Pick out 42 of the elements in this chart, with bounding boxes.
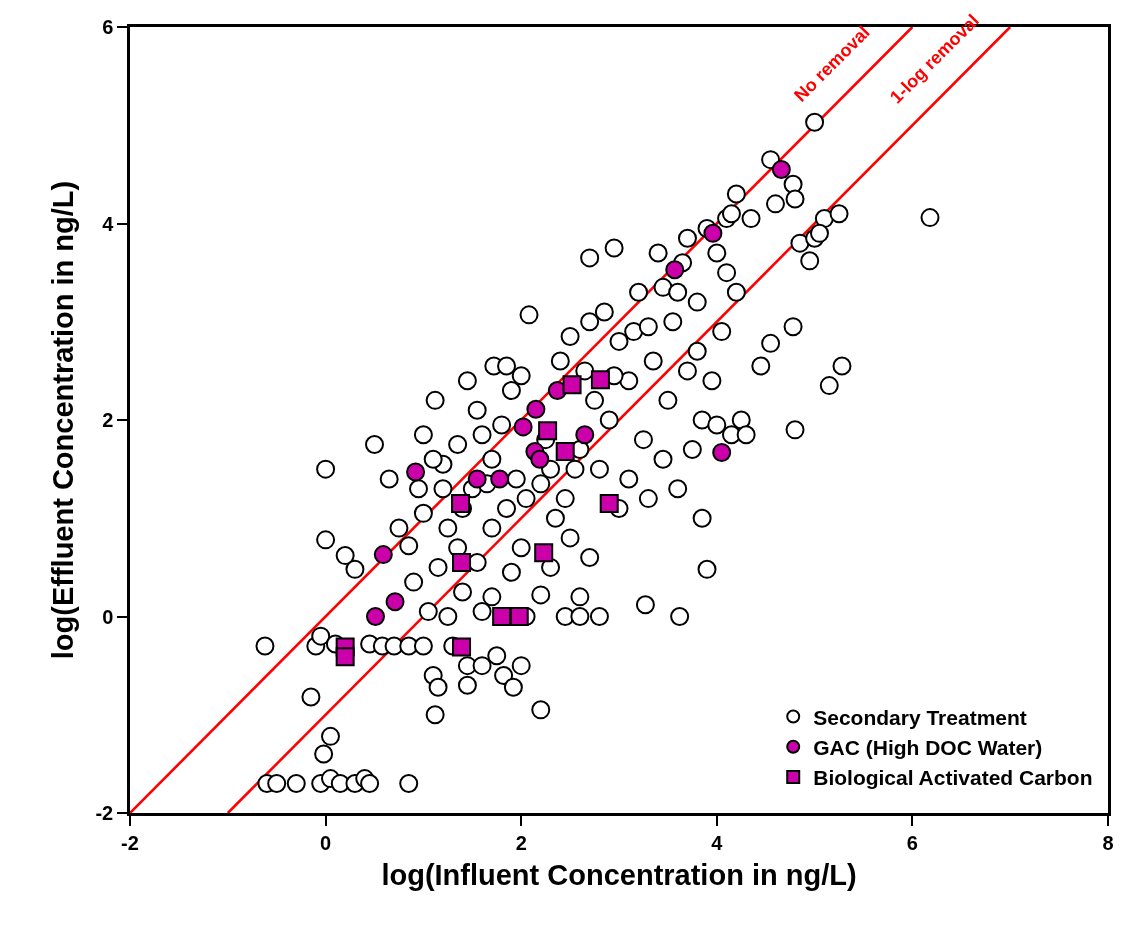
y-tick-label: 2 — [102, 409, 114, 431]
point — [452, 637, 472, 657]
point — [492, 607, 512, 626]
legend-label: Secondary Treatment — [813, 705, 1027, 729]
point — [406, 462, 426, 482]
legend-label: GAC (High DOC Water) — [813, 735, 1043, 759]
point — [575, 425, 595, 445]
x-tick-label: 0 — [320, 831, 332, 854]
point — [530, 449, 550, 469]
x-tick-label: -2 — [121, 831, 139, 854]
y-axis-title: log(Effluent Concentration in ng/L) — [46, 180, 79, 660]
point — [467, 469, 487, 489]
point — [335, 647, 355, 667]
point — [365, 607, 385, 626]
point — [526, 399, 546, 419]
point — [771, 159, 791, 179]
x-axis-title: log(Influent Concentration in ng/L) — [381, 858, 857, 891]
point — [538, 421, 558, 441]
point — [599, 494, 619, 514]
y-tick-label: 4 — [102, 212, 115, 235]
point — [373, 545, 393, 565]
x-tick-label: 6 — [906, 831, 918, 854]
point — [712, 442, 732, 462]
legend-label: Biological Activated Carbon — [813, 766, 1093, 790]
x-tick-label: 2 — [515, 831, 527, 854]
point — [555, 441, 575, 461]
x-tick-label: 4 — [711, 831, 724, 854]
point — [703, 223, 723, 243]
point — [513, 417, 533, 437]
point — [452, 552, 472, 572]
point — [590, 370, 610, 390]
point — [451, 494, 471, 514]
x-tick-label: 8 — [1102, 831, 1114, 854]
point — [490, 469, 510, 489]
point — [534, 543, 554, 563]
y-tick-label: 6 — [102, 16, 114, 38]
y-tick-label: -2 — [95, 802, 114, 824]
point — [509, 607, 529, 626]
y-tick-label: 0 — [102, 605, 114, 628]
point — [562, 375, 582, 395]
point — [385, 592, 405, 612]
point — [665, 260, 685, 280]
